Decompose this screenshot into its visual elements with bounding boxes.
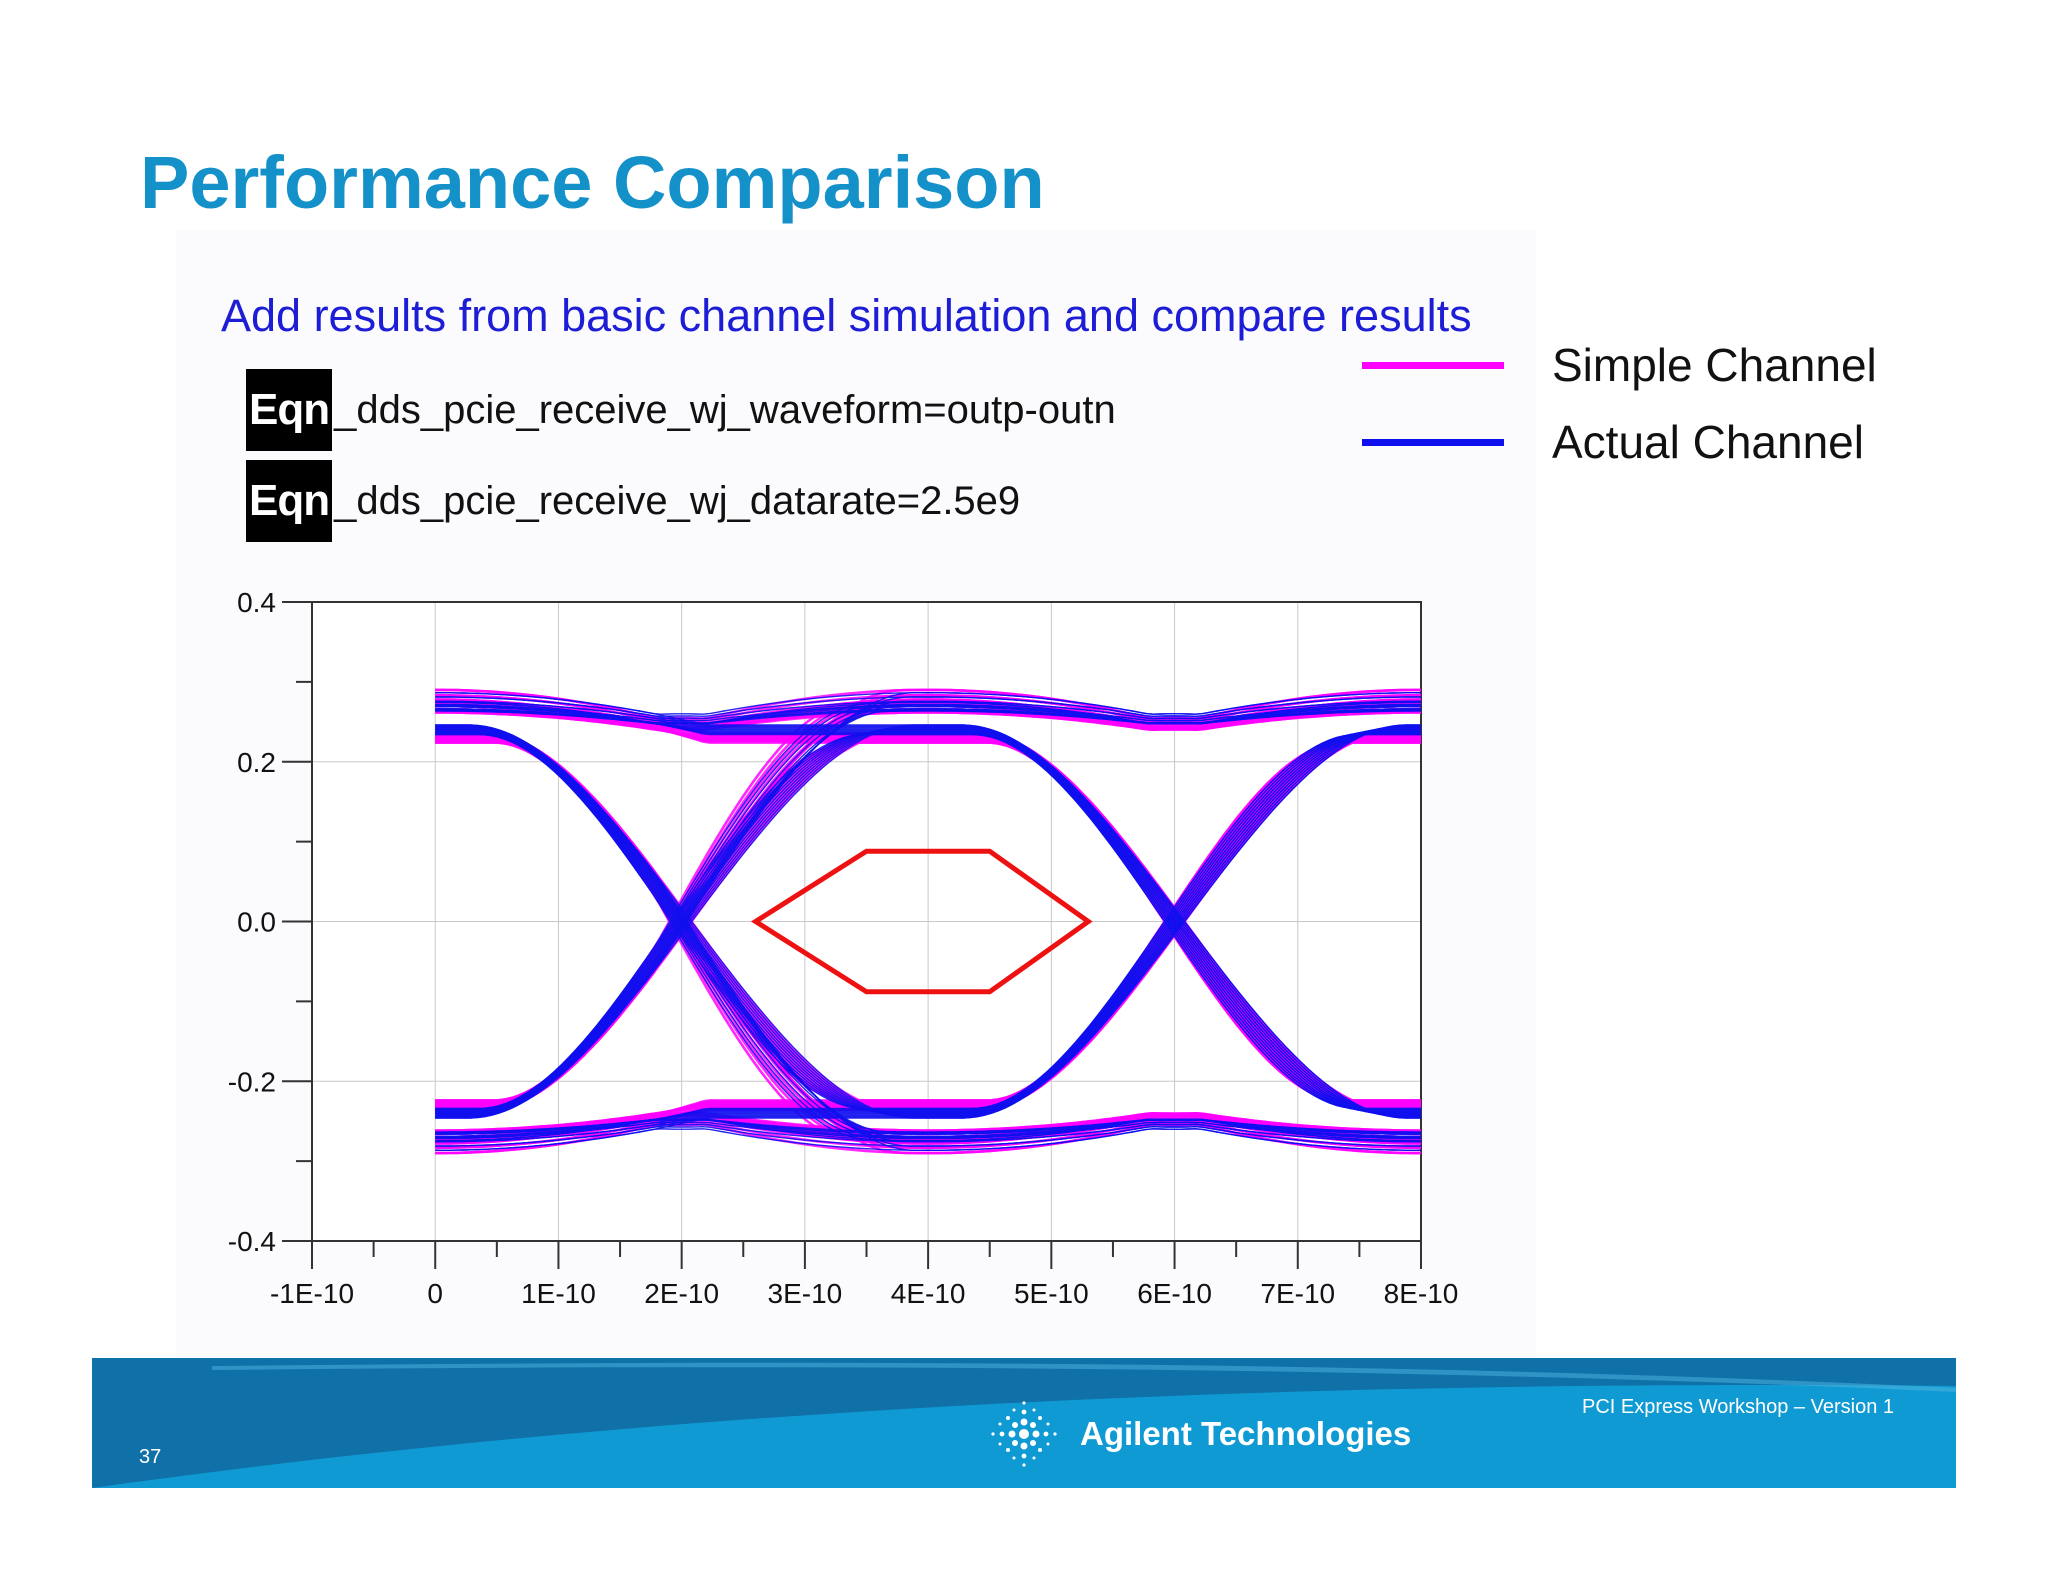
- page-number: 37: [139, 1446, 162, 1468]
- y-tick-label: 0.0: [237, 907, 276, 938]
- eye-mask: [750, 848, 1093, 995]
- equation-waveform: Eqn _dds_pcie_receive_wj_waveform=outp-o…: [246, 369, 1116, 451]
- x-tick-label: 8E-10: [1384, 1278, 1459, 1309]
- company-logo: Agilent Technologies: [984, 1394, 1411, 1474]
- eye-trace: [435, 1128, 1421, 1151]
- equation-datarate: Eqn _dds_pcie_receive_wj_datarate=2.5e9: [246, 460, 1020, 542]
- eye-trace: [435, 696, 1421, 718]
- x-tick-label: 4E-10: [891, 1278, 966, 1309]
- eye-trace: [435, 1121, 1421, 1139]
- eye-trace: [435, 1118, 1421, 1140]
- eye-trace: [435, 705, 1421, 725]
- x-tick-label: -1E-10: [270, 1278, 354, 1309]
- eye-trace: [435, 1120, 1422, 1150]
- trace-group-actual-channel: [435, 692, 1422, 1151]
- x-tick-label: 6E-10: [1137, 1278, 1212, 1309]
- x-tick-label: 7E-10: [1260, 1278, 1335, 1309]
- y-tick-label: -0.2: [228, 1066, 276, 1097]
- subtitle: Add results from basic channel simulatio…: [221, 290, 1472, 341]
- plot-frame: [311, 601, 1422, 1242]
- eye-trace: [435, 704, 1421, 722]
- eye-trace: [435, 1118, 1421, 1138]
- y-tick-label: 0.2: [237, 747, 276, 778]
- eqn-badge: Eqn: [246, 460, 333, 542]
- legend-item-actual-channel: Actual Channel: [1362, 415, 1864, 469]
- eye-trace: [435, 1118, 1421, 1133]
- page-title: Performance Comparison: [140, 141, 1045, 224]
- y-tick-label: 0.4: [237, 587, 276, 618]
- eye-trace: [435, 709, 1421, 724]
- eye-trace: [435, 700, 1421, 720]
- x-tick-label: 0: [427, 1278, 443, 1309]
- x-tick-label: 2E-10: [644, 1278, 719, 1309]
- eye-trace: [435, 710, 1421, 725]
- eye-trace: [435, 688, 1421, 720]
- equation-text: _dds_pcie_receive_wj_waveform=outp-outn: [334, 387, 1116, 432]
- eye-trace: [435, 1119, 1421, 1134]
- x-tick-label: 1E-10: [521, 1278, 596, 1309]
- company-name: Agilent Technologies: [1080, 1415, 1412, 1452]
- eye-trace: [435, 693, 1422, 723]
- eye-trace: [435, 1123, 1421, 1155]
- legend-label: Actual Channel: [1552, 416, 1864, 468]
- eye-trace: [435, 703, 1421, 725]
- legend-item-simple-channel: Simple Channel: [1362, 338, 1877, 392]
- eye-trace: [435, 692, 1421, 715]
- x-tick-label: 3E-10: [768, 1278, 843, 1309]
- agilent-spark-icon: [991, 1401, 1057, 1467]
- x-tick-label: 5E-10: [1014, 1278, 1089, 1309]
- eye-diagram-chart: -1E-10 0 1E-10 2E-10 3E-10 4E-10 5E-10 6E-10 7E-…: [228, 587, 1459, 1309]
- y-tick-label: -0.4: [228, 1226, 276, 1257]
- legend-line-actual: [1362, 438, 1504, 446]
- equation-text: _dds_pcie_receive_wj_datarate=2.5e9: [334, 478, 1021, 523]
- eye-trace: [435, 1125, 1421, 1147]
- workshop-label: PCI Express Workshop – Version 1: [1582, 1396, 1894, 1418]
- eye-trace: [435, 1123, 1421, 1143]
- legend-label: Simple Channel: [1552, 339, 1877, 391]
- legend-line-simple: [1362, 361, 1504, 369]
- eqn-badge: Eqn: [246, 369, 333, 451]
